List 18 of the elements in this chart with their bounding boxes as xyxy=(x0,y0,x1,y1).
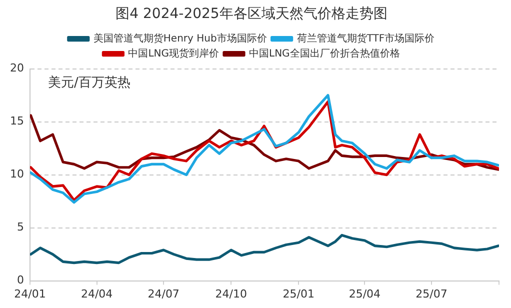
legend-label: 中国LNG全国出厂价折合热值价格 xyxy=(249,47,400,60)
legend-label: 美国管道气期货Henry Hub市场国际价 xyxy=(93,32,267,44)
x-tick-label: 25/04 xyxy=(348,287,381,300)
x-tick-label: 25/01 xyxy=(282,287,314,300)
y-tick-label: 0 xyxy=(16,274,24,287)
y-axis-title: 美元/百万英热 xyxy=(48,74,130,91)
y-tick-label: 10 xyxy=(10,168,24,181)
chart-title: 图4 2024-2025年各区域天然气价格走势图 xyxy=(116,6,388,22)
legend-label: 荷兰管道气期货TTF市场国际价 xyxy=(296,32,435,44)
x-tick-label: 24/01 xyxy=(14,287,46,300)
x-tick-label: 24/04 xyxy=(80,287,113,300)
y-tick-label: 20 xyxy=(10,62,24,75)
x-tick-label: 25/07 xyxy=(416,287,448,300)
x-tick-label: 24/10 xyxy=(215,287,247,300)
y-tick-label: 15 xyxy=(10,114,24,128)
x-tick-label: 24/07 xyxy=(148,287,180,300)
legend-label: 中国LNG现货到岸价 xyxy=(128,47,220,60)
y-tick-label: 5 xyxy=(16,220,24,234)
